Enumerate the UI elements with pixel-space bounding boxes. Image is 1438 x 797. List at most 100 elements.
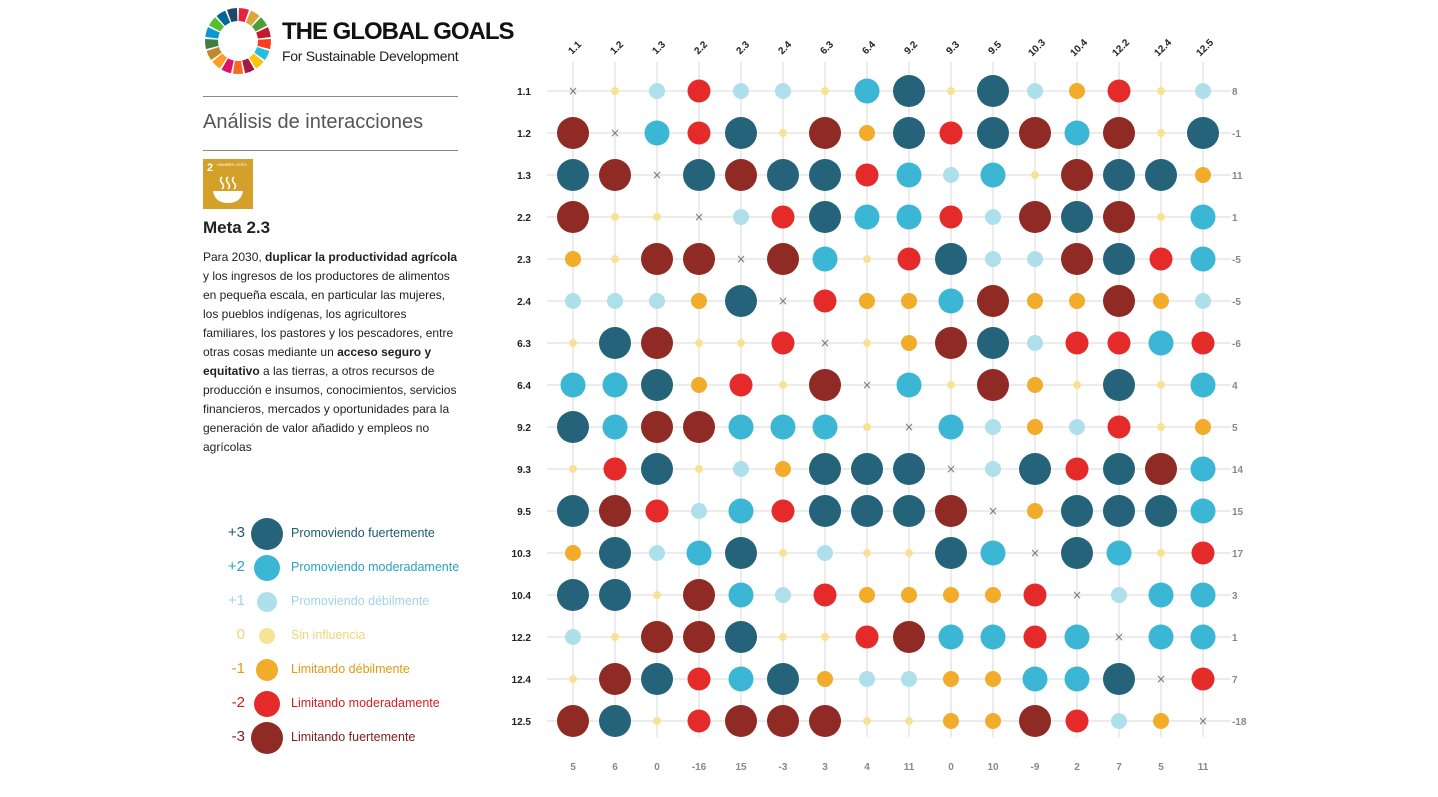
matrix-bubble xyxy=(985,671,1001,687)
legend-label: Promoviendo débilmente xyxy=(291,594,430,608)
column-header: 10.3 xyxy=(1026,37,1048,59)
matrix-bubble xyxy=(603,457,627,481)
matrix-bubble xyxy=(767,663,799,695)
matrix-bubble xyxy=(1064,666,1090,692)
matrix-bubble xyxy=(565,629,581,645)
matrix-bubble xyxy=(1065,331,1089,355)
column-header: 9.3 xyxy=(944,39,962,57)
matrix-bubble xyxy=(1027,419,1043,435)
matrix-bubble xyxy=(985,713,1001,729)
matrix-bubble xyxy=(599,495,631,527)
matrix-bubble xyxy=(859,587,875,603)
row-total: 8 xyxy=(1232,87,1238,98)
row-total: -5 xyxy=(1232,255,1241,266)
row-total: 15 xyxy=(1232,507,1244,518)
matrix-bubble xyxy=(1195,419,1211,435)
matrix-bubble xyxy=(1191,667,1215,691)
matrix-bubble xyxy=(611,87,619,95)
diagonal-marker: × xyxy=(736,252,746,266)
matrix-bubble xyxy=(686,540,712,566)
matrix-bubble xyxy=(695,465,703,473)
legend-dot xyxy=(257,592,277,612)
matrix-bubble xyxy=(569,675,577,683)
row-header: 12.5 xyxy=(512,717,532,728)
description-part: duplicar la productividad agrícola xyxy=(265,250,458,264)
matrix-bubble xyxy=(641,621,673,653)
column-total: -3 xyxy=(779,762,788,773)
matrix-bubble xyxy=(863,717,871,725)
matrix-bubble xyxy=(1103,453,1135,485)
matrix-bubble xyxy=(938,288,964,314)
row-total: 11 xyxy=(1232,171,1243,182)
matrix-bubble xyxy=(687,121,711,145)
matrix-bubble xyxy=(809,201,841,233)
matrix-bubble xyxy=(893,621,925,653)
row-header: 12.4 xyxy=(512,675,532,686)
matrix-bubble xyxy=(1107,331,1131,355)
matrix-bubble xyxy=(1103,243,1135,275)
matrix-bubble xyxy=(1019,201,1051,233)
column-header: 6.3 xyxy=(818,39,836,57)
matrix-bubble xyxy=(737,339,745,347)
matrix-bubble xyxy=(821,87,829,95)
diagonal-marker: × xyxy=(1030,546,1040,560)
legend-item: +2 Promoviendo moderadamente xyxy=(203,549,461,583)
matrix-bubble xyxy=(809,369,841,401)
matrix-bubble xyxy=(767,243,799,275)
matrix-bubble xyxy=(691,377,707,393)
row-header: 9.2 xyxy=(517,423,531,434)
matrix-bubble xyxy=(725,117,757,149)
diagonal-marker: × xyxy=(904,420,914,434)
matrix-bubble xyxy=(725,537,757,569)
matrix-bubble xyxy=(1069,293,1085,309)
matrix-bubble xyxy=(1069,419,1085,435)
matrix-bubble xyxy=(733,209,749,225)
matrix-bubble xyxy=(607,293,623,309)
matrix-bubble xyxy=(854,204,880,230)
sdg-wheel-segment xyxy=(232,60,244,74)
matrix-bubble xyxy=(939,205,963,229)
matrix-bubble xyxy=(687,667,711,691)
matrix-bubble xyxy=(985,461,1001,477)
legend: +3 Promoviendo fuertemente +2 Promoviendo m… xyxy=(203,515,461,775)
matrix-bubble xyxy=(1023,625,1047,649)
matrix-bubble xyxy=(985,209,1001,225)
matrix-bubble xyxy=(683,243,715,275)
matrix-bubble xyxy=(691,293,707,309)
sdg-wheel-segment xyxy=(216,10,231,26)
matrix-bubble xyxy=(565,545,581,561)
row-total: 5 xyxy=(1232,423,1238,434)
matrix-bubble xyxy=(813,289,837,313)
sdg-wheel-segment xyxy=(256,27,271,39)
matrix-bubble xyxy=(644,120,670,146)
column-total: 5 xyxy=(570,762,576,773)
matrix-bubble xyxy=(893,453,925,485)
diagonal-marker: × xyxy=(1156,672,1166,686)
matrix-bubble xyxy=(817,671,833,687)
matrix-bubble xyxy=(854,78,880,104)
matrix-bubble xyxy=(1061,201,1093,233)
legend-value: +3 xyxy=(227,524,245,541)
bowl-icon xyxy=(213,176,243,203)
matrix-bubble xyxy=(901,671,917,687)
matrix-bubble xyxy=(779,549,787,557)
matrix-bubble xyxy=(809,117,841,149)
matrix-bubble xyxy=(649,83,665,99)
matrix-bubble xyxy=(1190,582,1216,608)
matrix-bubble xyxy=(1061,537,1093,569)
matrix-bubble xyxy=(935,537,967,569)
legend-dot xyxy=(251,722,283,754)
legend-dot xyxy=(251,518,283,550)
column-total: 11 xyxy=(904,762,915,773)
column-header: 6.4 xyxy=(860,39,878,57)
target-title: Meta 2.3 xyxy=(203,218,271,237)
matrix-bubble xyxy=(653,591,661,599)
matrix-bubble xyxy=(1064,120,1090,146)
matrix-bubble xyxy=(599,705,631,737)
matrix-bubble xyxy=(943,587,959,603)
sdg-wheel-segment xyxy=(205,27,220,39)
legend-label: Promoviendo fuertemente xyxy=(291,526,435,540)
matrix-bubble xyxy=(985,251,1001,267)
matrix-bubble xyxy=(938,414,964,440)
matrix-bubble xyxy=(985,587,1001,603)
